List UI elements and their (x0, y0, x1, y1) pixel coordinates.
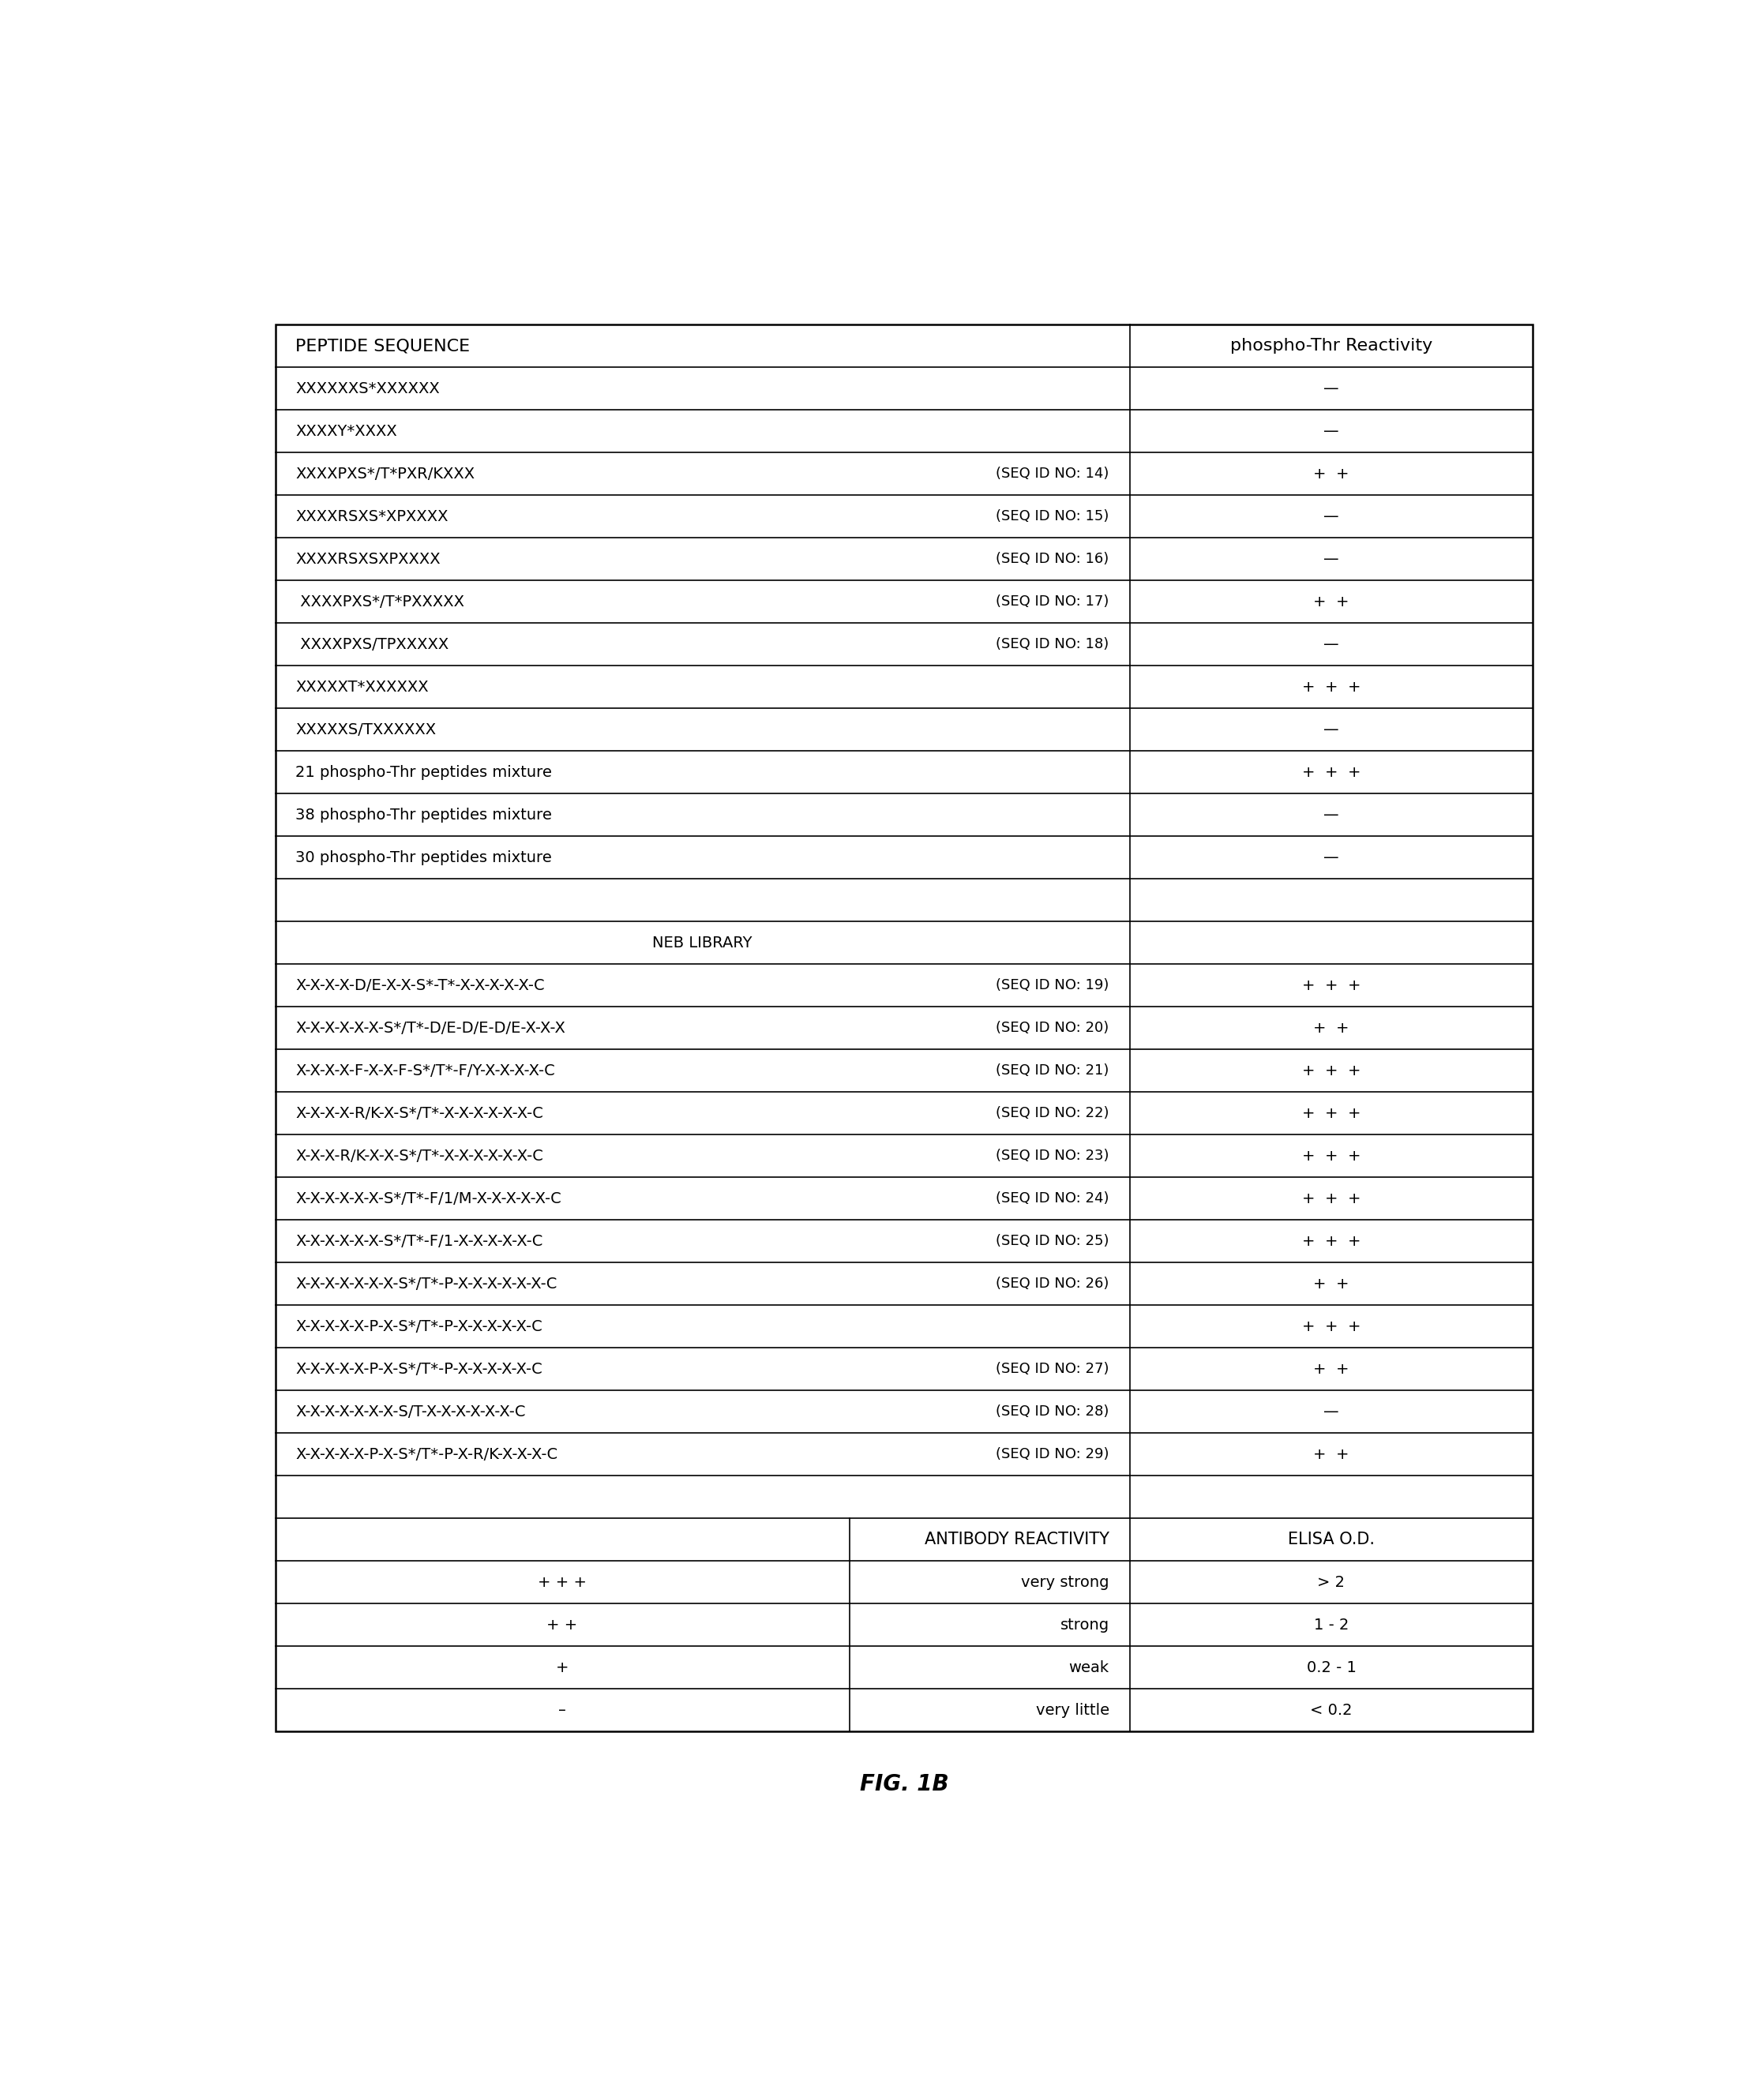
Text: XXXXPXS*/T*PXXXXX: XXXXPXS*/T*PXXXXX (296, 594, 464, 609)
Text: > 2: > 2 (1318, 1575, 1346, 1590)
Text: 30 phospho-Thr peptides mixture: 30 phospho-Thr peptides mixture (296, 851, 552, 865)
Text: (SEQ ID NO: 18): (SEQ ID NO: 18) (997, 638, 1110, 651)
Text: —: — (1323, 508, 1339, 525)
Text: (SEQ ID NO: 28): (SEQ ID NO: 28) (997, 1405, 1110, 1420)
Text: weak: weak (1069, 1661, 1110, 1676)
Text: X-X-X-X-X-P-X-S*/T*-P-X-X-X-X-X-C: X-X-X-X-X-P-X-S*/T*-P-X-X-X-X-X-C (296, 1319, 543, 1334)
Text: +  +: + + (1314, 594, 1349, 609)
Text: +  +  +: + + + (1302, 1235, 1360, 1250)
Text: X-X-X-X-X-X-X-S*/T*-P-X-X-X-X-X-X-C: X-X-X-X-X-X-X-S*/T*-P-X-X-X-X-X-X-C (296, 1277, 557, 1292)
Text: X-X-X-X-D/E-X-X-S*-T*-X-X-X-X-X-C: X-X-X-X-D/E-X-X-S*-T*-X-X-X-X-X-C (296, 979, 545, 993)
Text: XXXXRSXS*XPXXXX: XXXXRSXS*XPXXXX (296, 508, 448, 525)
Text: FIG. 1B: FIG. 1B (859, 1772, 949, 1796)
Text: + + +: + + + (538, 1575, 587, 1590)
Text: +  +: + + (1314, 1361, 1349, 1378)
Text: —: — (1323, 1405, 1339, 1420)
Text: (SEQ ID NO: 16): (SEQ ID NO: 16) (997, 552, 1110, 567)
Text: < 0.2: < 0.2 (1311, 1703, 1353, 1718)
Text: X-X-X-X-X-P-X-S*/T*-P-X-R/K-X-X-X-C: X-X-X-X-X-P-X-S*/T*-P-X-R/K-X-X-X-C (296, 1447, 557, 1462)
Text: strong: strong (1060, 1617, 1110, 1632)
Text: X-X-X-R/K-X-X-S*/T*-X-X-X-X-X-X-C: X-X-X-R/K-X-X-S*/T*-X-X-X-X-X-X-C (296, 1149, 543, 1163)
Text: XXXXPXS/TPXXXXX: XXXXPXS/TPXXXXX (296, 636, 450, 651)
Text: phospho-Thr Reactivity: phospho-Thr Reactivity (1230, 338, 1432, 355)
Text: very little: very little (1035, 1703, 1110, 1718)
Text: +  +: + + (1314, 1447, 1349, 1462)
Text: (SEQ ID NO: 21): (SEQ ID NO: 21) (997, 1065, 1110, 1077)
Text: –: – (559, 1703, 566, 1718)
Text: XXXXXT*XXXXXX: XXXXXT*XXXXXX (296, 680, 429, 695)
Text: XXXXRSXSXPXXXX: XXXXRSXSXPXXXX (296, 552, 441, 567)
Text: +  +  +: + + + (1302, 1149, 1360, 1163)
Text: —: — (1323, 636, 1339, 651)
Text: XXXXY*XXXX: XXXXY*XXXX (296, 424, 397, 439)
Text: +  +  +: + + + (1302, 1191, 1360, 1205)
Text: X-X-X-X-X-X-S*/T*-F/1-X-X-X-X-X-C: X-X-X-X-X-X-S*/T*-F/1-X-X-X-X-X-C (296, 1235, 543, 1250)
Text: (SEQ ID NO: 22): (SEQ ID NO: 22) (997, 1107, 1110, 1121)
Text: PEPTIDE SEQUENCE: PEPTIDE SEQUENCE (296, 338, 471, 355)
Text: (SEQ ID NO: 29): (SEQ ID NO: 29) (997, 1447, 1110, 1462)
Text: 21 phospho-Thr peptides mixture: 21 phospho-Thr peptides mixture (296, 764, 552, 779)
Text: X-X-X-X-X-P-X-S*/T*-P-X-X-X-X-X-C: X-X-X-X-X-P-X-S*/T*-P-X-X-X-X-X-C (296, 1361, 543, 1378)
Text: —: — (1323, 851, 1339, 865)
Text: (SEQ ID NO: 26): (SEQ ID NO: 26) (997, 1277, 1110, 1292)
Text: XXXXXS/TXXXXXX: XXXXXS/TXXXXXX (296, 722, 436, 737)
Text: X-X-X-X-X-X-S*/T*-F/1/M-X-X-X-X-X-C: X-X-X-X-X-X-S*/T*-F/1/M-X-X-X-X-X-C (296, 1191, 561, 1205)
Text: 1 - 2: 1 - 2 (1314, 1617, 1349, 1632)
Text: ANTIBODY REACTIVITY: ANTIBODY REACTIVITY (924, 1531, 1110, 1548)
Text: (SEQ ID NO: 24): (SEQ ID NO: 24) (997, 1191, 1110, 1205)
Text: X-X-X-X-X-X-X-S/T-X-X-X-X-X-X-C: X-X-X-X-X-X-X-S/T-X-X-X-X-X-X-C (296, 1405, 526, 1420)
Bar (275, 326, 1533, 1732)
Text: +  +  +: + + + (1302, 764, 1360, 779)
Text: —: — (1323, 424, 1339, 439)
Text: +  +  +: + + + (1302, 1107, 1360, 1121)
Text: 0.2 - 1: 0.2 - 1 (1307, 1661, 1357, 1676)
Text: +  +: + + (1314, 1277, 1349, 1292)
Text: +  +  +: + + + (1302, 680, 1360, 695)
Text: —: — (1323, 722, 1339, 737)
Text: (SEQ ID NO: 17): (SEQ ID NO: 17) (997, 594, 1110, 609)
Text: +  +  +: + + + (1302, 1063, 1360, 1077)
Text: +: + (556, 1661, 568, 1676)
Text: X-X-X-X-F-X-X-F-S*/T*-F/Y-X-X-X-X-C: X-X-X-X-F-X-X-F-S*/T*-F/Y-X-X-X-X-C (296, 1063, 556, 1077)
Text: (SEQ ID NO: 15): (SEQ ID NO: 15) (997, 510, 1110, 523)
Text: (SEQ ID NO: 20): (SEQ ID NO: 20) (997, 1021, 1110, 1035)
Text: (SEQ ID NO: 25): (SEQ ID NO: 25) (997, 1235, 1110, 1247)
Text: very strong: very strong (1021, 1575, 1110, 1590)
Text: +  +  +: + + + (1302, 979, 1360, 993)
Text: +  +: + + (1314, 466, 1349, 481)
Text: (SEQ ID NO: 27): (SEQ ID NO: 27) (997, 1363, 1110, 1376)
Text: +  +: + + (1314, 1021, 1349, 1035)
Text: (SEQ ID NO: 19): (SEQ ID NO: 19) (997, 979, 1110, 993)
Text: ELISA O.D.: ELISA O.D. (1288, 1531, 1374, 1548)
Text: XXXXXXS*XXXXXX: XXXXXXS*XXXXXX (296, 382, 439, 397)
Text: +  +  +: + + + (1302, 1319, 1360, 1334)
Text: —: — (1323, 809, 1339, 823)
Text: —: — (1323, 552, 1339, 567)
Text: (SEQ ID NO: 14): (SEQ ID NO: 14) (997, 466, 1110, 481)
Text: NEB LIBRARY: NEB LIBRARY (653, 934, 751, 951)
Text: 38 phospho-Thr peptides mixture: 38 phospho-Thr peptides mixture (296, 809, 552, 823)
Text: X-X-X-X-X-X-S*/T*-D/E-D/E-D/E-X-X-X: X-X-X-X-X-X-S*/T*-D/E-D/E-D/E-X-X-X (296, 1021, 566, 1035)
Text: + +: + + (547, 1617, 579, 1632)
Text: XXXXPXS*/T*PXR/KXXX: XXXXPXS*/T*PXR/KXXX (296, 466, 475, 481)
Text: —: — (1323, 382, 1339, 397)
Text: (SEQ ID NO: 23): (SEQ ID NO: 23) (997, 1149, 1110, 1163)
Text: X-X-X-X-R/K-X-S*/T*-X-X-X-X-X-X-C: X-X-X-X-R/K-X-S*/T*-X-X-X-X-X-X-C (296, 1107, 543, 1121)
